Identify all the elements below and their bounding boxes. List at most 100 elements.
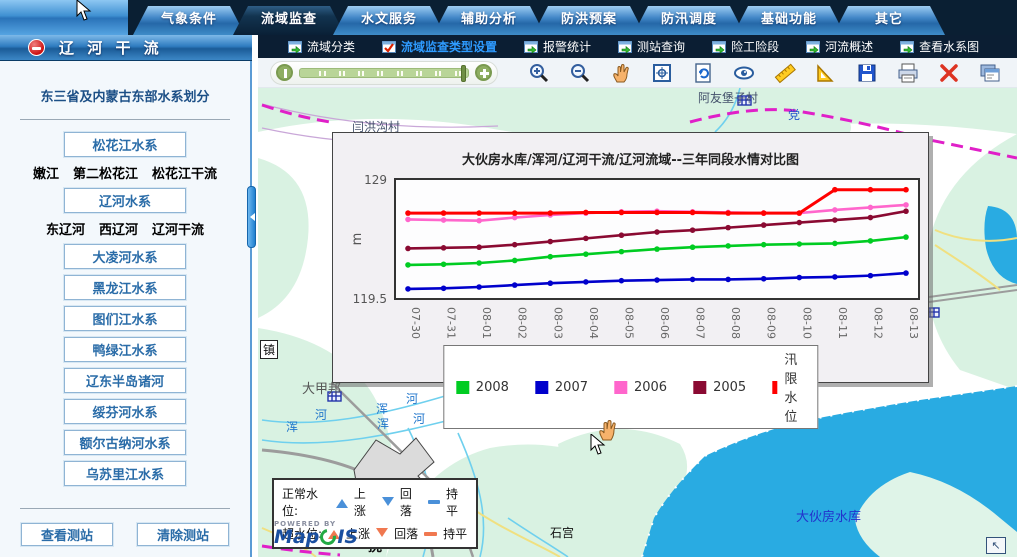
top-bar: 气象条件 流域监查 水文服务 辅助分析 防洪预案 防汛调度 基础功能 其它 bbox=[0, 0, 1017, 35]
clear-stations-button[interactable]: 清除测站 bbox=[137, 523, 229, 546]
visibility-eye-icon[interactable] bbox=[731, 61, 757, 85]
svg-text:07-30: 07-30 bbox=[409, 307, 422, 339]
map-legend: 正常水位: 上涨 回落 持平 超水位: 上涨 回落 持平 bbox=[272, 478, 478, 549]
layers-panel-icon[interactable] bbox=[977, 61, 1003, 85]
river-system-button-10[interactable]: 乌苏里江水系 bbox=[64, 461, 186, 486]
fall-triangle-icon bbox=[376, 528, 389, 543]
refresh-map-icon[interactable] bbox=[690, 61, 716, 85]
map-toolbar bbox=[258, 58, 1017, 88]
tab-5[interactable]: 防洪预案 bbox=[533, 6, 645, 35]
tab-2[interactable]: 流域监查 bbox=[233, 6, 345, 35]
rise-triangle-icon bbox=[328, 524, 341, 539]
zoom-slider-track[interactable] bbox=[299, 64, 469, 82]
window-check-icon bbox=[382, 40, 397, 53]
tab-1[interactable]: 气象条件 bbox=[133, 6, 245, 35]
print-icon[interactable] bbox=[895, 61, 921, 85]
river-links-row: 嫩江 第二松花江 松花江干流 bbox=[33, 163, 217, 182]
delete-icon[interactable] bbox=[936, 61, 962, 85]
mapgis-logo: POWERED BY Map IS bbox=[274, 520, 358, 549]
map-label-river-he: 河 bbox=[315, 408, 328, 422]
river-system-button-4[interactable]: 黑龙江水系 bbox=[64, 275, 186, 300]
chart-legend-item: 2007 bbox=[534, 380, 588, 395]
svg-text:08-01: 08-01 bbox=[480, 307, 493, 339]
sidebar-header: 辽 河 干 流 bbox=[0, 35, 252, 61]
save-icon[interactable] bbox=[854, 61, 880, 85]
river-link[interactable]: 东辽河 bbox=[45, 223, 85, 238]
logo-powered-by: POWERED BY bbox=[274, 520, 337, 528]
zoom-out-icon[interactable] bbox=[567, 61, 593, 85]
chart-legend: 2008 2007 2006 2005 汛限水位 bbox=[442, 345, 819, 429]
window-arrow-icon bbox=[712, 40, 727, 53]
menu-item-3[interactable]: 报警统计 bbox=[524, 38, 591, 55]
menu-item-2[interactable]: 流域监查类型设置 bbox=[382, 38, 497, 55]
river-system-button-7[interactable]: 辽东半岛诸河 bbox=[64, 368, 186, 393]
collapse-minus-icon[interactable] bbox=[28, 39, 45, 56]
menu-item-6[interactable]: 河流概述 bbox=[806, 38, 873, 55]
pan-hand-cursor bbox=[599, 420, 616, 441]
flat-dash-icon bbox=[427, 500, 440, 504]
chart-legend-item: 2005 bbox=[693, 380, 746, 395]
river-system-list: 松花江水系 嫩江 第二松花江 松花江干流 辽河水系 东辽河 西辽河 辽河干流 大凌河水系 黑龙江水… bbox=[0, 126, 250, 486]
map-label-village: 阿友堡子村 bbox=[698, 91, 759, 105]
svg-text:08-09: 08-09 bbox=[765, 307, 778, 339]
zoom-slider-plus-icon[interactable] bbox=[475, 64, 492, 81]
svg-text:08-05: 08-05 bbox=[622, 307, 635, 339]
menu-item-4[interactable]: 测站查询 bbox=[618, 38, 685, 55]
river-system-button-8[interactable]: 绥芬河水系 bbox=[64, 399, 186, 424]
center-view-icon[interactable] bbox=[649, 61, 675, 85]
river-link[interactable]: 松花江干流 bbox=[152, 167, 218, 182]
river-system-button-3[interactable]: 大凌河水系 bbox=[64, 244, 186, 269]
river-link[interactable]: 西辽河 bbox=[98, 223, 138, 238]
zoom-in-icon[interactable] bbox=[526, 61, 552, 85]
river-system-button-2[interactable]: 辽河水系 bbox=[64, 188, 186, 213]
measure-angle-icon[interactable] bbox=[813, 61, 839, 85]
menu-item-1[interactable]: 流域分类 bbox=[288, 38, 355, 55]
view-stations-button[interactable]: 查看测站 bbox=[21, 523, 113, 546]
river-system-button-5[interactable]: 图们江水系 bbox=[64, 306, 186, 331]
svg-text:129: 129 bbox=[364, 173, 387, 187]
pan-hand-icon[interactable] bbox=[608, 61, 634, 85]
river-link[interactable]: 第二松花江 bbox=[72, 167, 138, 182]
tab-6[interactable]: 防汛调度 bbox=[633, 6, 745, 35]
logo-map-text: Map bbox=[274, 526, 320, 548]
tab-3[interactable]: 水文服务 bbox=[333, 6, 445, 35]
map-label-hidden-village: 闫洪沟村 bbox=[352, 120, 401, 134]
river-link[interactable]: 辽河干流 bbox=[152, 223, 205, 238]
map-fullextent-icon[interactable]: ↖ bbox=[986, 537, 1006, 554]
mouse-cursor bbox=[76, 0, 92, 21]
tab-4[interactable]: 辅助分析 bbox=[433, 6, 545, 35]
measure-ruler-icon[interactable] bbox=[772, 61, 798, 85]
sidebar: 东三省及内蒙古东部水系划分 松花江水系 嫩江 第二松花江 松花江干流 辽河水系 东辽河 西辽… bbox=[0, 61, 252, 557]
menu-item-5[interactable]: 险工险段 bbox=[712, 38, 779, 55]
menu-item-7[interactable]: 查看水系图 bbox=[900, 38, 979, 55]
tab-7[interactable]: 基础功能 bbox=[733, 6, 845, 35]
window-arrow-icon bbox=[618, 40, 633, 53]
zoom-slider-min-icon[interactable] bbox=[276, 64, 293, 81]
river-link[interactable]: 嫩江 bbox=[32, 167, 59, 182]
chart-canvas: 129 119.5 m 07-30 07-31 08-01 08-02 08-03 08-04 0… bbox=[350, 173, 920, 339]
legend-row-normal: 正常水位: 上涨 回落 持平 bbox=[282, 487, 458, 518]
svg-text:m: m bbox=[350, 233, 365, 246]
map-label-river-he: 河 bbox=[406, 392, 419, 406]
river-system-button-1[interactable]: 松花江水系 bbox=[64, 132, 186, 157]
map-label-river-hun: 浑 bbox=[377, 417, 390, 431]
svg-text:08-06: 08-06 bbox=[658, 307, 671, 339]
map-label-river-hun: 浑 bbox=[376, 402, 389, 416]
map-label-town: 镇 bbox=[260, 340, 279, 359]
sidebar-subtitle: 东三省及内蒙古东部水系划分 bbox=[40, 90, 210, 105]
rise-triangle-icon bbox=[335, 493, 348, 508]
sidebar-collapse-handle[interactable] bbox=[247, 186, 256, 248]
map-label-reservoir: 大伙房水库 bbox=[796, 510, 862, 525]
divider bbox=[20, 119, 230, 120]
tab-8[interactable]: 其它 bbox=[833, 6, 945, 35]
legend-label: 超水位: bbox=[282, 527, 323, 541]
sub-menu-bar: 流域分类 流域监查类型设置 报警统计 测站查询 险工险段 河流概述 查看水系图 bbox=[258, 35, 1017, 58]
svg-text:08-13: 08-13 bbox=[907, 307, 920, 339]
sidebar-title: 辽 河 干 流 bbox=[59, 39, 163, 57]
sidebar-footer: 查看测站 清除测站 bbox=[21, 523, 229, 546]
river-system-button-9[interactable]: 额尔古纳河水系 bbox=[64, 430, 186, 455]
map-label-river-hun: 浑 bbox=[286, 420, 299, 434]
zoom-slider-handle[interactable] bbox=[461, 64, 466, 82]
zoom-slider[interactable] bbox=[270, 60, 498, 85]
river-system-button-6[interactable]: 鸭绿江水系 bbox=[64, 337, 186, 362]
